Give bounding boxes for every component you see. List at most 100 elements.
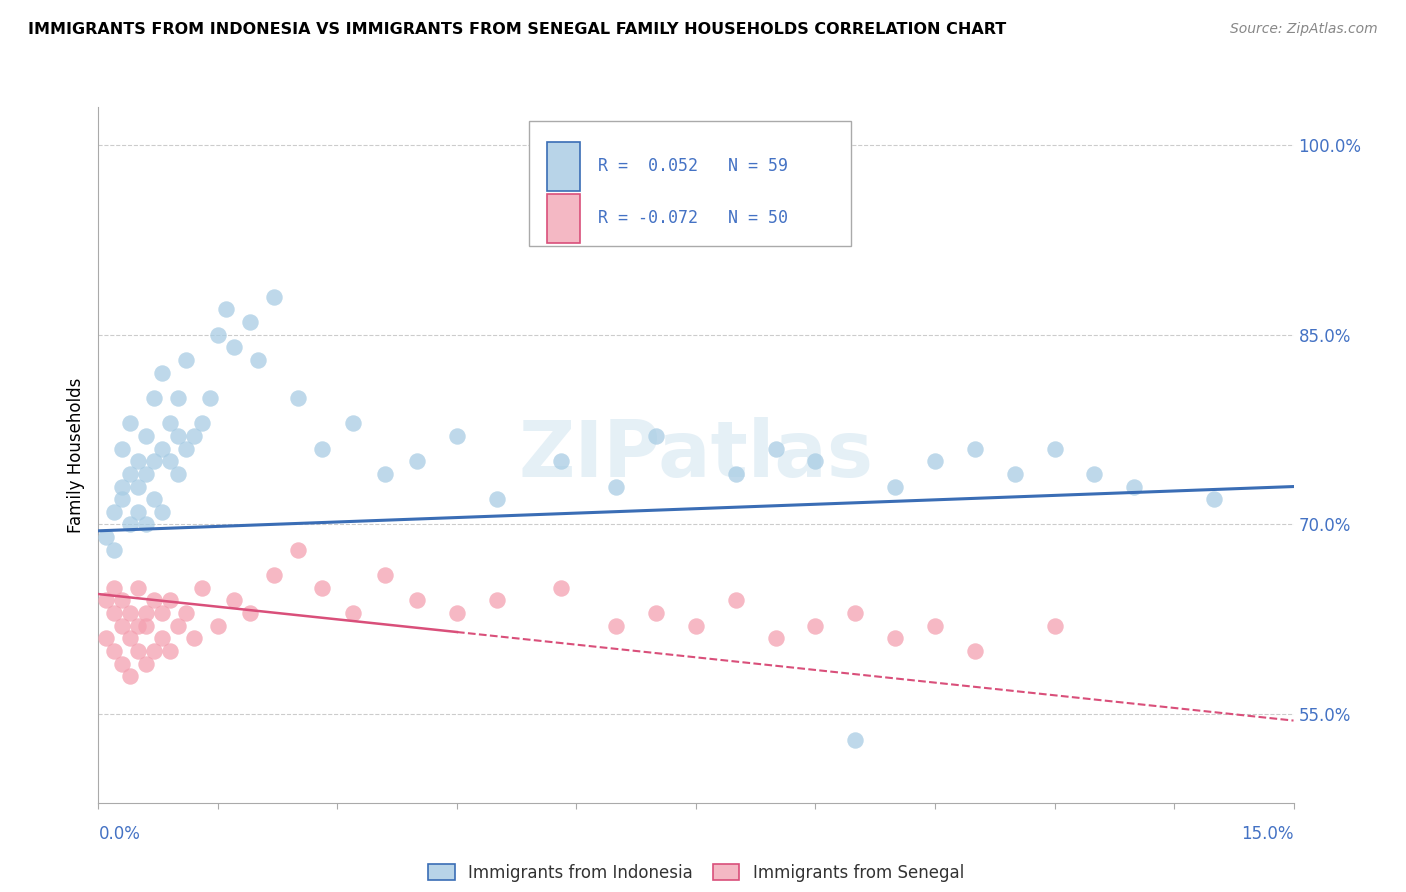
- Point: [150, 366, 173, 380]
- Point: [287, 542, 309, 557]
- Point: [191, 581, 214, 595]
- Point: [1043, 442, 1066, 456]
- Point: [103, 606, 125, 620]
- Point: [685, 618, 707, 632]
- Point: [342, 417, 364, 431]
- Point: [263, 290, 285, 304]
- Point: [167, 618, 190, 632]
- Point: [239, 606, 262, 620]
- Text: 15.0%: 15.0%: [1241, 825, 1294, 843]
- Point: [127, 505, 149, 519]
- Point: [485, 492, 508, 507]
- Point: [143, 644, 166, 658]
- Point: [724, 467, 747, 481]
- Point: [103, 644, 125, 658]
- Point: [207, 618, 229, 632]
- Point: [150, 606, 173, 620]
- Text: IMMIGRANTS FROM INDONESIA VS IMMIGRANTS FROM SENEGAL FAMILY HOUSEHOLDS CORRELATI: IMMIGRANTS FROM INDONESIA VS IMMIGRANTS …: [28, 22, 1007, 37]
- Point: [207, 327, 229, 342]
- Point: [167, 429, 190, 443]
- Point: [103, 542, 125, 557]
- Point: [1083, 467, 1105, 481]
- Point: [446, 429, 468, 443]
- Point: [143, 593, 166, 607]
- Point: [191, 417, 214, 431]
- Point: [183, 632, 205, 646]
- Point: [167, 391, 190, 405]
- FancyBboxPatch shape: [547, 142, 581, 191]
- Point: [246, 353, 269, 368]
- Point: [174, 606, 197, 620]
- Point: [96, 593, 118, 607]
- Point: [174, 442, 197, 456]
- Point: [263, 568, 285, 582]
- Point: [884, 632, 907, 646]
- Point: [342, 606, 364, 620]
- Point: [1123, 479, 1146, 493]
- Point: [135, 429, 157, 443]
- Point: [215, 302, 238, 317]
- Point: [143, 391, 166, 405]
- Point: [127, 479, 149, 493]
- Point: [96, 530, 118, 544]
- Point: [135, 618, 157, 632]
- Point: [127, 454, 149, 468]
- Point: [120, 417, 142, 431]
- Point: [311, 442, 333, 456]
- Point: [111, 492, 134, 507]
- Point: [485, 593, 508, 607]
- Point: [765, 442, 787, 456]
- FancyBboxPatch shape: [529, 121, 852, 246]
- Point: [844, 732, 866, 747]
- Point: [167, 467, 190, 481]
- Point: [374, 568, 396, 582]
- Y-axis label: Family Households: Family Households: [66, 377, 84, 533]
- Point: [103, 581, 125, 595]
- Point: [605, 618, 627, 632]
- Point: [406, 454, 429, 468]
- Point: [844, 606, 866, 620]
- Text: Source: ZipAtlas.com: Source: ZipAtlas.com: [1230, 22, 1378, 37]
- Point: [963, 644, 986, 658]
- Point: [724, 593, 747, 607]
- Point: [120, 517, 142, 532]
- Point: [222, 340, 245, 354]
- Text: R = -0.072   N = 50: R = -0.072 N = 50: [598, 210, 787, 227]
- Point: [804, 618, 827, 632]
- Point: [120, 467, 142, 481]
- Point: [159, 417, 181, 431]
- Point: [605, 479, 627, 493]
- Point: [159, 454, 181, 468]
- Point: [446, 606, 468, 620]
- Point: [1043, 618, 1066, 632]
- Point: [96, 632, 118, 646]
- Point: [1202, 492, 1225, 507]
- Point: [135, 606, 157, 620]
- Point: [135, 467, 157, 481]
- Point: [159, 644, 181, 658]
- Point: [111, 442, 134, 456]
- Point: [645, 429, 668, 443]
- Point: [645, 606, 668, 620]
- Point: [159, 593, 181, 607]
- Point: [311, 581, 333, 595]
- Text: 0.0%: 0.0%: [98, 825, 141, 843]
- Point: [239, 315, 262, 329]
- Point: [884, 479, 907, 493]
- Point: [924, 454, 946, 468]
- FancyBboxPatch shape: [547, 194, 581, 243]
- Point: [103, 505, 125, 519]
- Point: [183, 429, 205, 443]
- Point: [406, 593, 429, 607]
- Point: [143, 492, 166, 507]
- Point: [150, 442, 173, 456]
- Point: [150, 632, 173, 646]
- Point: [127, 581, 149, 595]
- Text: ZIPatlas: ZIPatlas: [519, 417, 873, 493]
- Point: [198, 391, 221, 405]
- Text: R =  0.052   N = 59: R = 0.052 N = 59: [598, 157, 787, 175]
- Point: [550, 454, 572, 468]
- Point: [111, 593, 134, 607]
- Legend: Immigrants from Indonesia, Immigrants from Senegal: Immigrants from Indonesia, Immigrants fr…: [422, 857, 970, 888]
- Point: [135, 657, 157, 671]
